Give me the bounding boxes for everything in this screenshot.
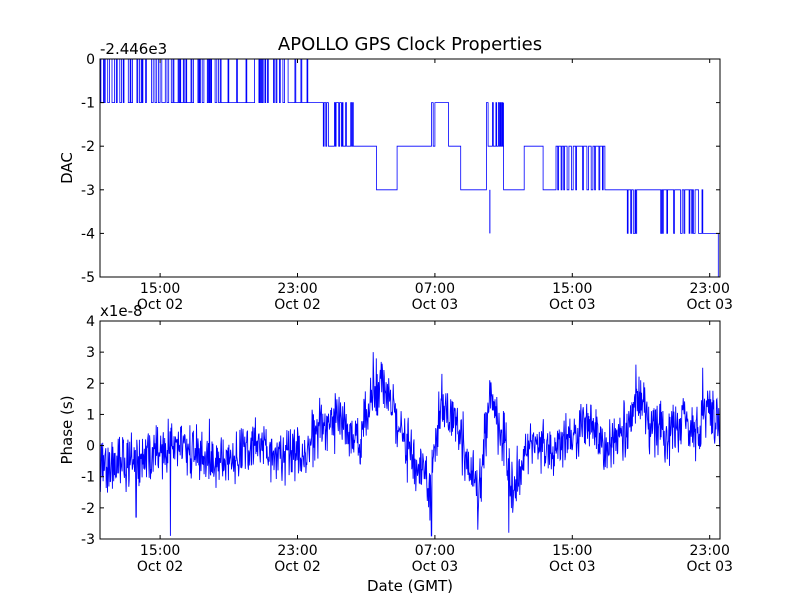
x-tick-time-label: 07:00 xyxy=(415,281,455,297)
x-tick-time-label: 07:00 xyxy=(415,543,455,559)
phase-series-line xyxy=(99,352,721,537)
x-tick-date-label: Oct 02 xyxy=(274,297,320,313)
x-axis-label: Date (GMT) xyxy=(367,577,453,595)
x-tick-date-label: Oct 03 xyxy=(412,297,458,313)
x-tick-time-label: 15:00 xyxy=(552,281,592,297)
x-tick-date-label: Oct 03 xyxy=(549,297,595,313)
phase-offset-label: x1e-8 xyxy=(100,302,143,320)
y-tick-label: 0 xyxy=(86,439,95,455)
x-tick-date-label: Oct 03 xyxy=(549,559,595,575)
x-tick-date-label: Oct 03 xyxy=(412,559,458,575)
dac-offset-label: -2.446e3 xyxy=(100,40,167,58)
dac-series-line xyxy=(99,58,720,278)
y-tick-label: -4 xyxy=(81,226,95,242)
x-tick-date-label: Oct 02 xyxy=(137,559,183,575)
x-tick-date-label: Oct 03 xyxy=(686,297,732,313)
y-tick-label: -3 xyxy=(81,183,95,199)
y-tick-label: 3 xyxy=(86,345,95,361)
y-tick-label: -2 xyxy=(81,139,95,155)
phase-y-axis-label: Phase (s) xyxy=(58,395,76,464)
x-tick-time-label: 15:00 xyxy=(552,543,592,559)
x-tick-time-label: 15:00 xyxy=(140,543,180,559)
y-tick-label: -1 xyxy=(81,470,95,486)
y-tick-label: 0 xyxy=(86,52,95,68)
dac-chart: APOLLO GPS Clock Properties -2.446e3 DAC… xyxy=(58,34,733,313)
chart-title: APOLLO GPS Clock Properties xyxy=(278,34,542,55)
y-tick-label: -5 xyxy=(81,270,95,286)
x-tick-time-label: 23:00 xyxy=(690,543,730,559)
x-tick-time-label: 23:00 xyxy=(690,281,730,297)
x-tick-time-label: 15:00 xyxy=(140,281,180,297)
y-tick-label: 4 xyxy=(86,314,95,330)
phase-chart: x1e-8 Phase (s) Date (GMT) 4 3 2 1 0 -1 -2 -3 15… xyxy=(58,302,733,595)
y-tick-label: -2 xyxy=(81,501,95,517)
x-tick-date-label: Oct 03 xyxy=(686,559,732,575)
plot-frame xyxy=(99,58,721,278)
plot-frame xyxy=(99,320,721,540)
y-tick-label: 1 xyxy=(86,407,95,423)
x-tick-time-label: 23:00 xyxy=(277,543,317,559)
x-tick-date-label: Oct 02 xyxy=(137,297,183,313)
x-tick-time-label: 23:00 xyxy=(277,281,317,297)
y-tick-label: 2 xyxy=(86,376,95,392)
x-tick-date-label: Oct 02 xyxy=(274,559,320,575)
y-tick-label: -3 xyxy=(81,532,95,548)
dac-y-axis-label: DAC xyxy=(58,152,76,184)
y-tick-label: -1 xyxy=(81,96,95,112)
